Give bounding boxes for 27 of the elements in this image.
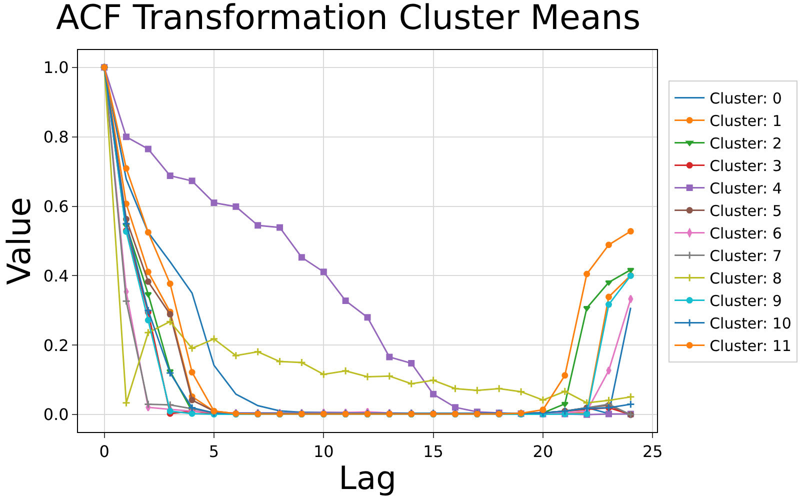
chart-title: ACF Transformation Cluster Means	[56, 0, 641, 38]
y-tick-label: 0.4	[43, 266, 69, 286]
x-tick-label: 5	[208, 442, 220, 462]
x-tick-label: 0	[99, 442, 110, 462]
legend-label: Cluster: 5	[710, 202, 782, 220]
x-tick-label: 25	[642, 442, 663, 462]
legend-label: Cluster: 2	[710, 134, 782, 153]
y-axis-title: Value	[0, 197, 38, 285]
legend-label: Cluster: 8	[710, 270, 782, 288]
legend-label: Cluster: 7	[710, 247, 782, 266]
y-tick-label: 1.0	[43, 58, 69, 77]
y-tick-label: 0.8	[43, 127, 69, 146]
y-tick-label: 0.6	[43, 196, 69, 216]
legend-label: Cluster: 6	[710, 224, 782, 243]
y-tick-label: 0.2	[43, 336, 69, 355]
legend-label: Cluster: 1	[710, 112, 782, 130]
legend-label: Cluster: 0	[710, 90, 782, 108]
legend-label: Cluster: 4	[710, 180, 782, 198]
legend-label: Cluster: 10	[710, 314, 792, 333]
legend-label: Cluster: 9	[710, 292, 782, 310]
legend-label: Cluster: 3	[710, 157, 782, 176]
x-tick-label: 20	[532, 442, 554, 462]
x-tick-label: 15	[423, 442, 444, 462]
y-tick-label: 0.0	[43, 405, 69, 424]
legend-label: Cluster: 11	[710, 337, 792, 356]
x-axis-title: Lag	[338, 459, 396, 498]
x-tick-label: 10	[313, 442, 334, 462]
